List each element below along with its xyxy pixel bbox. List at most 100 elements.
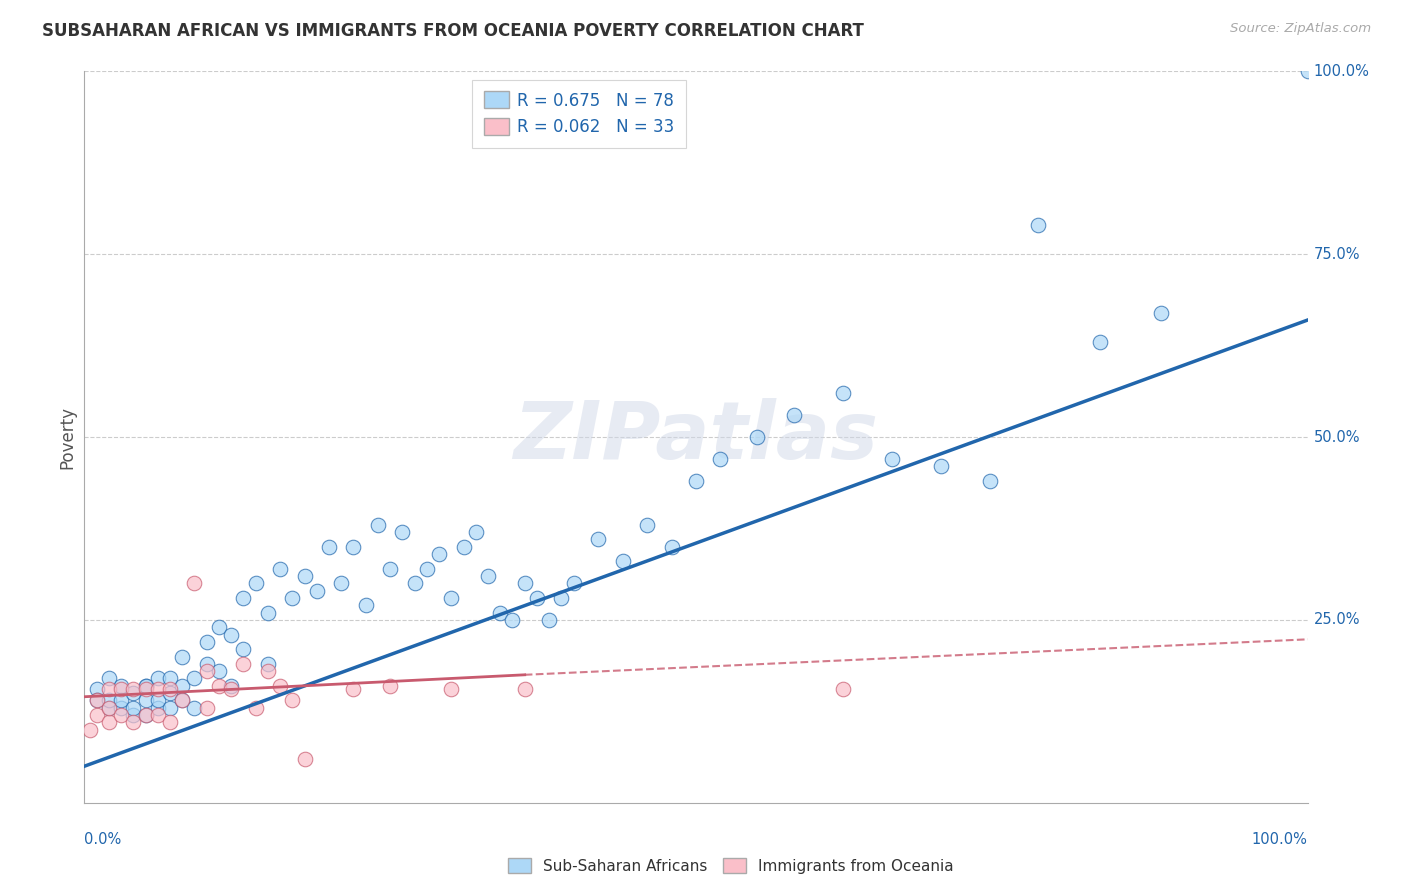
Point [489,606,512,620]
Point [427,547,450,561]
Point [110,708,132,723]
Point [159,682,181,697]
Point [135,708,157,723]
Point [135,679,157,693]
Point [709,452,731,467]
Text: ZIPatlas: ZIPatlas [513,398,879,476]
Point [122,682,145,697]
Point [1150,306,1173,320]
Point [122,686,145,700]
Point [97,700,120,714]
Point [391,525,413,540]
Text: 100.0%: 100.0% [1313,64,1369,78]
Text: Source: ZipAtlas.com: Source: ZipAtlas.com [1230,22,1371,36]
Point [257,664,280,678]
Point [122,715,145,730]
Point [135,708,157,723]
Point [110,679,132,693]
Point [135,679,157,693]
Point [612,554,634,568]
Point [831,682,853,697]
Text: 0.0%: 0.0% [84,832,121,847]
Point [110,693,132,707]
Point [501,613,523,627]
Point [195,657,218,671]
Point [281,693,304,707]
Point [97,715,120,730]
Text: 50.0%: 50.0% [1313,430,1360,444]
Point [232,657,254,671]
Point [318,540,340,554]
Point [880,452,903,467]
Point [513,682,536,697]
Point [929,459,952,474]
Point [172,679,194,693]
Point [146,708,169,723]
Point [183,672,205,686]
Point [586,533,609,547]
Point [538,613,561,627]
Legend: R = 0.675   N = 78, R = 0.062   N = 33: R = 0.675 N = 78, R = 0.062 N = 33 [472,79,686,148]
Point [195,700,218,714]
Point [159,715,181,730]
Point [305,583,328,598]
Point [269,679,291,693]
Point [831,386,853,401]
Point [135,682,157,697]
Point [208,620,231,634]
Point [172,649,194,664]
Point [97,693,120,707]
Point [159,672,181,686]
Point [1088,334,1111,349]
Point [195,635,218,649]
Point [257,657,280,671]
Text: 100.0%: 100.0% [1251,832,1308,847]
Point [146,682,169,697]
Point [219,679,242,693]
Point [330,576,353,591]
Point [477,569,499,583]
Point [281,591,304,605]
Point [453,540,475,554]
Point [183,700,205,714]
Point [783,408,806,422]
Text: 75.0%: 75.0% [1313,247,1360,261]
Point [661,540,683,554]
Point [685,474,707,488]
Point [404,576,426,591]
Point [172,693,194,707]
Point [86,708,108,723]
Point [513,576,536,591]
Point [208,664,231,678]
Point [342,682,364,697]
Point [1296,64,1319,78]
Point [1028,218,1050,232]
Point [110,700,132,714]
Point [122,708,145,723]
Point [79,723,101,737]
Point [440,591,463,605]
Point [380,562,402,576]
Point [97,672,120,686]
Point [97,682,120,697]
Point [86,693,108,707]
Text: SUBSAHARAN AFRICAN VS IMMIGRANTS FROM OCEANIA POVERTY CORRELATION CHART: SUBSAHARAN AFRICAN VS IMMIGRANTS FROM OC… [42,22,865,40]
Point [354,599,377,613]
Point [416,562,439,576]
Point [979,474,1001,488]
Point [342,540,364,554]
Point [232,591,254,605]
Point [636,517,658,532]
Point [257,606,280,620]
Point [97,700,120,714]
Point [86,682,108,697]
Legend: Sub-Saharan Africans, Immigrants from Oceania: Sub-Saharan Africans, Immigrants from Oc… [502,852,960,880]
Point [135,693,157,707]
Point [367,517,389,532]
Point [159,700,181,714]
Point [550,591,572,605]
Point [380,679,402,693]
Text: 25.0%: 25.0% [1313,613,1360,627]
Point [245,700,267,714]
Point [464,525,486,540]
